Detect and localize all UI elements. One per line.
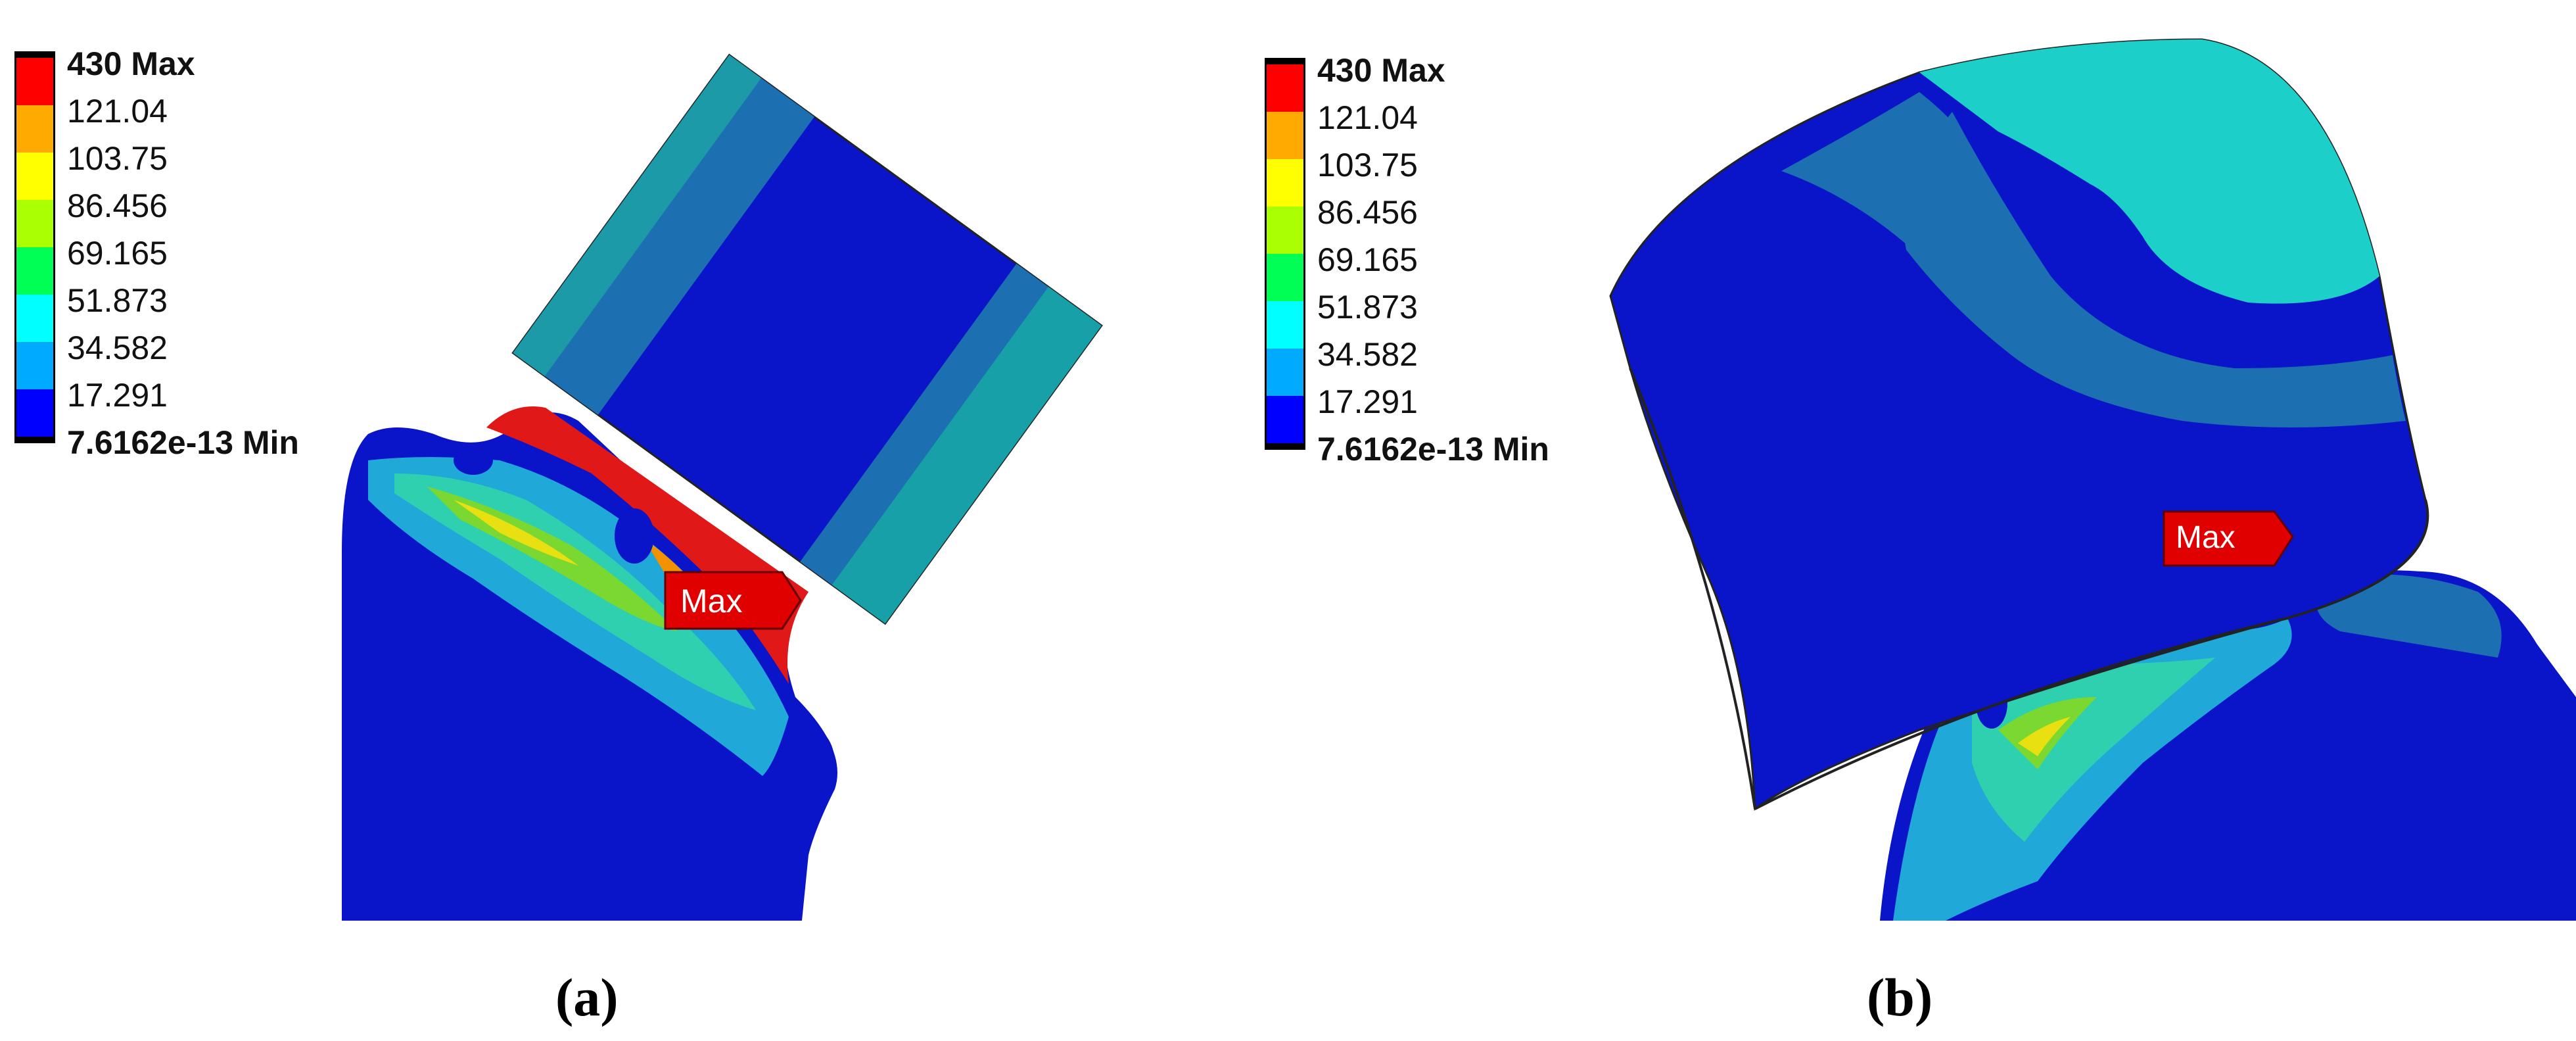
contact-zone-a bbox=[486, 406, 808, 684]
legend-level-label: 17.291 bbox=[1317, 383, 1418, 420]
legend-row-a-4: 51.873 bbox=[14, 247, 383, 319]
legend-level-label: 86.456 bbox=[67, 187, 168, 224]
max-probe-a bbox=[664, 571, 802, 630]
panel-b: Max 430 Max 121.04 103.75 86.456 69.165 … bbox=[1262, 0, 2576, 1027]
legend-level-label: 121.04 bbox=[1317, 99, 1418, 136]
legend-max-label: 430 Max bbox=[1317, 52, 1445, 89]
legend-swatch bbox=[1265, 349, 1305, 396]
legend-level-label: 69.165 bbox=[1317, 241, 1418, 278]
legend-level-label: 86.456 bbox=[1317, 194, 1418, 231]
legend-max-label: 430 Max bbox=[67, 45, 195, 82]
legend-row-b-0: 430 Max 121.04 bbox=[1265, 52, 1633, 136]
legend-row-b-5: 34.582 bbox=[1265, 301, 1633, 373]
legend-row-a-6: 17.291 bbox=[14, 342, 383, 414]
legend-swatch bbox=[14, 389, 55, 437]
legend-cap-bottom-a bbox=[14, 437, 55, 443]
legend-min-label: 7.6162e-13 Min bbox=[67, 424, 299, 461]
legend-level-label: 103.75 bbox=[1317, 147, 1418, 183]
caption-b: (b) bbox=[1867, 967, 1933, 1027]
legend-swatch bbox=[1265, 159, 1305, 206]
legend-row-a-0: 430 Max 121.04 bbox=[14, 45, 383, 130]
caption-a: (a) bbox=[555, 967, 619, 1027]
legend-row-b-1: 103.75 bbox=[1265, 112, 1633, 183]
legend-b: 430 Max 121.04 103.75 86.456 69.165 51.8… bbox=[1265, 52, 1633, 468]
stress-contour-plot-b bbox=[1609, 38, 2576, 921]
legend-swatch bbox=[14, 153, 55, 200]
stress-contour-plot-a bbox=[342, 53, 1103, 921]
legend-level-label: 51.873 bbox=[1317, 289, 1418, 326]
legend-level-label: 34.582 bbox=[67, 329, 168, 366]
legend-row-a-3: 69.165 bbox=[14, 200, 383, 272]
legend-row-b-6: 17.291 bbox=[1265, 349, 1633, 420]
max-probe-label-b: Max bbox=[2176, 520, 2236, 555]
legend-row-a-5: 34.582 bbox=[14, 295, 383, 366]
legend-cap-top-b bbox=[1265, 58, 1305, 64]
legend-row-a-2: 86.456 bbox=[14, 153, 383, 224]
legend-level-label: 51.873 bbox=[67, 282, 168, 319]
legend-swatch bbox=[1265, 64, 1305, 112]
legend-swatch bbox=[14, 247, 55, 295]
legend-row-b-2: 86.456 bbox=[1265, 159, 1633, 231]
legend-min-label: 7.6162e-13 Min bbox=[1317, 431, 1549, 468]
legend-swatch bbox=[1265, 301, 1305, 349]
legend-row-a-7: 7.6162e-13 Min bbox=[14, 389, 383, 461]
legend-swatch bbox=[1265, 112, 1305, 159]
legend-level-label: 121.04 bbox=[67, 93, 168, 130]
legend-row-a-1: 103.75 bbox=[14, 105, 383, 177]
legend-swatch bbox=[14, 342, 55, 389]
legend-swatch bbox=[1265, 396, 1305, 443]
legend-row-b-7: 7.6162e-13 Min bbox=[1265, 396, 1633, 468]
legend-cap-bottom-b bbox=[1265, 443, 1305, 450]
legend-swatch bbox=[14, 105, 55, 153]
legend-swatch bbox=[1265, 254, 1305, 301]
legend-level-label: 103.75 bbox=[67, 140, 168, 177]
legend-row-b-4: 51.873 bbox=[1265, 254, 1633, 326]
legend-level-label: 34.582 bbox=[1317, 336, 1418, 373]
legend-a: 430 Max 121.04 103.75 86.456 69.165 51.8… bbox=[14, 45, 383, 480]
panel-a: Max 430 Max 121.04 103.75 86.456 69.165 … bbox=[0, 0, 1288, 1027]
legend-level-label: 17.291 bbox=[67, 377, 168, 414]
legend-swatch bbox=[14, 200, 55, 247]
legend-swatch bbox=[14, 58, 55, 105]
legend-cap-top-a bbox=[14, 51, 55, 58]
legend-row-b-3: 69.165 bbox=[1265, 206, 1633, 278]
legend-swatch bbox=[1265, 206, 1305, 254]
legend-swatch bbox=[14, 295, 55, 342]
legend-level-label: 69.165 bbox=[67, 235, 168, 272]
max-probe-label-a: Max bbox=[680, 583, 743, 619]
max-probe-b bbox=[2163, 510, 2294, 567]
